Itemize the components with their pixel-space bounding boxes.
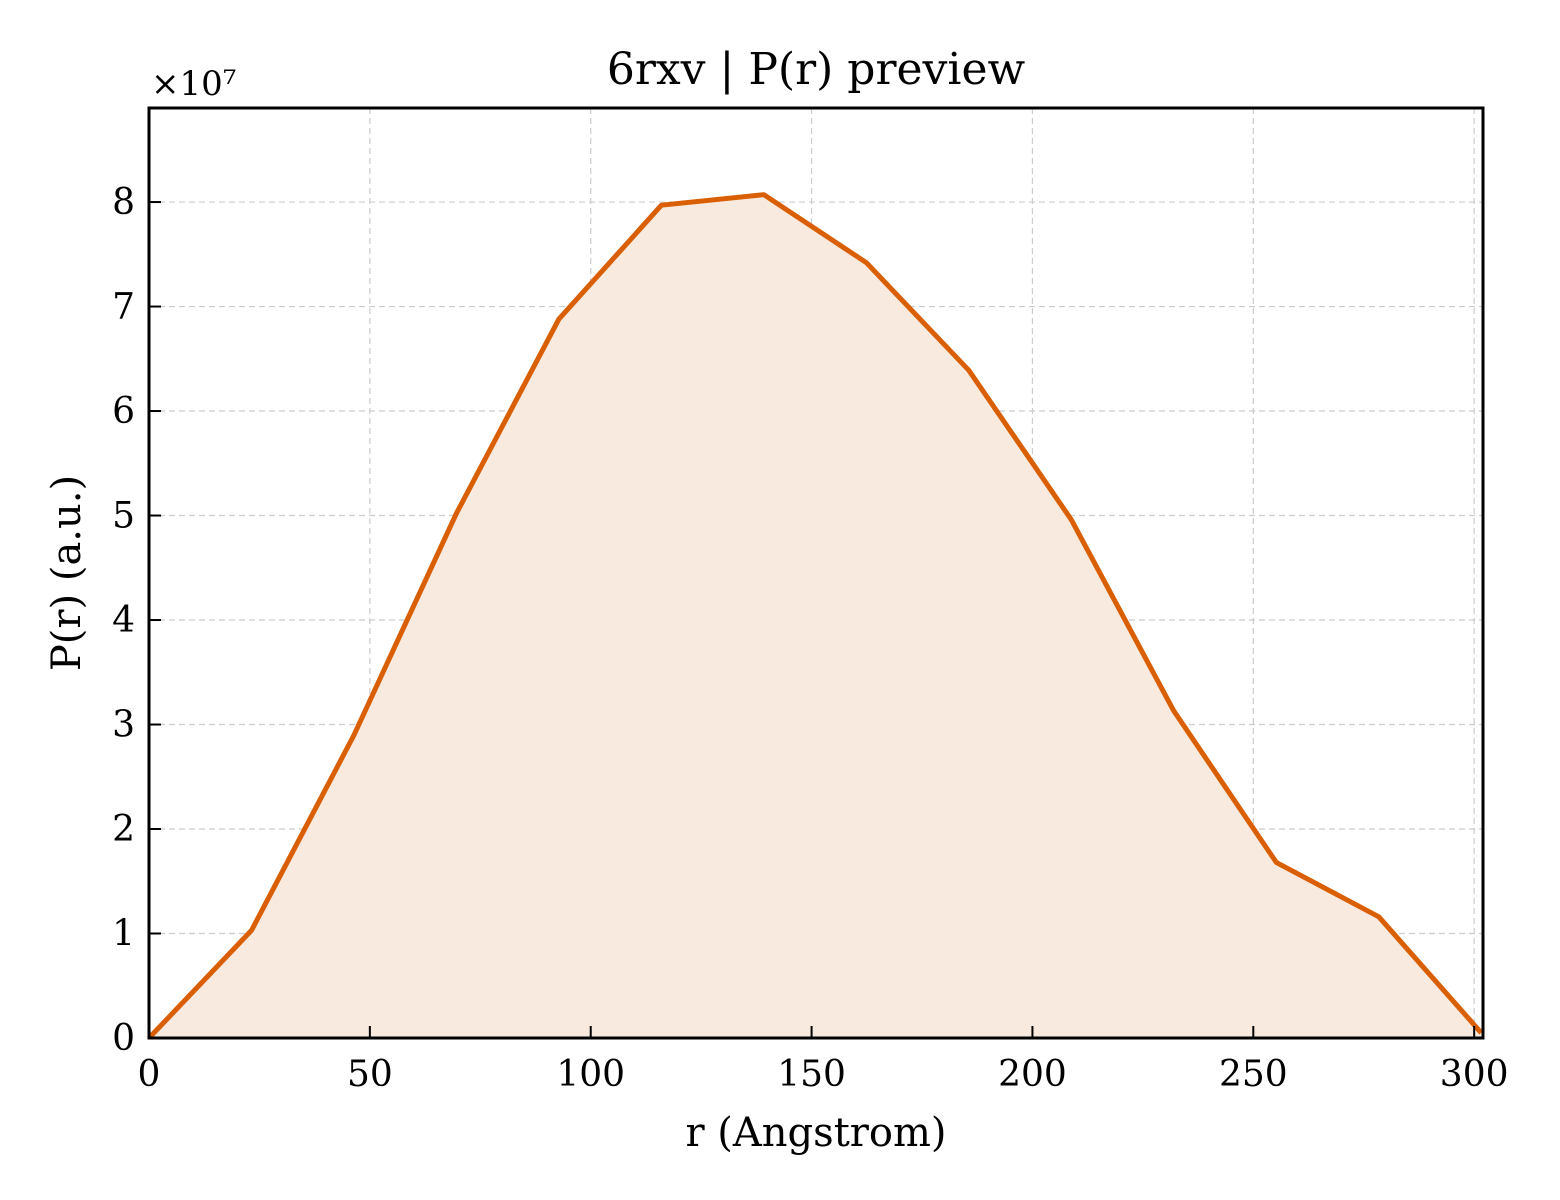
x-tick-label-1: 50 — [347, 1054, 393, 1095]
x-tick-label-2: 100 — [556, 1054, 625, 1095]
y-tick-label-7: 7 — [112, 287, 135, 328]
y-tick-label-5: 5 — [112, 496, 135, 537]
y-axis-label: P(r) (a.u.) — [44, 475, 90, 671]
x-tick-label-3: 150 — [777, 1054, 846, 1095]
series-area-0 — [149, 194, 1482, 1038]
x-tick-label-0: 0 — [138, 1054, 161, 1095]
y-offset-label: ×10⁷ — [151, 64, 236, 104]
x-tick-label-5: 250 — [1219, 1054, 1288, 1095]
y-tick-label-4: 4 — [112, 600, 135, 641]
area-layer — [149, 194, 1482, 1038]
plot-frame — [147, 106, 1485, 1040]
chart-title: 6rxv | P(r) preview — [607, 44, 1026, 95]
x-axis-label: r (Angstrom) — [685, 1110, 946, 1156]
x-tick-label-6: 300 — [1440, 1054, 1509, 1095]
line-layer — [147, 192, 1484, 1040]
y-tick-label-8: 8 — [112, 182, 135, 223]
tick-layer: 0 50 100 150 200 250 300 0 1 2 3 4 5 6 7 8 — [112, 182, 1508, 1095]
y-tick-label-6: 6 — [112, 391, 135, 432]
y-tick-label-3: 3 — [112, 705, 135, 746]
y-tick-label-1: 1 — [112, 914, 135, 955]
y-tick-label-2: 2 — [112, 809, 135, 850]
y-tick-label-0: 0 — [112, 1018, 135, 1059]
series-line-0 — [147, 192, 1484, 1040]
x-tick-label-4: 200 — [998, 1054, 1067, 1095]
